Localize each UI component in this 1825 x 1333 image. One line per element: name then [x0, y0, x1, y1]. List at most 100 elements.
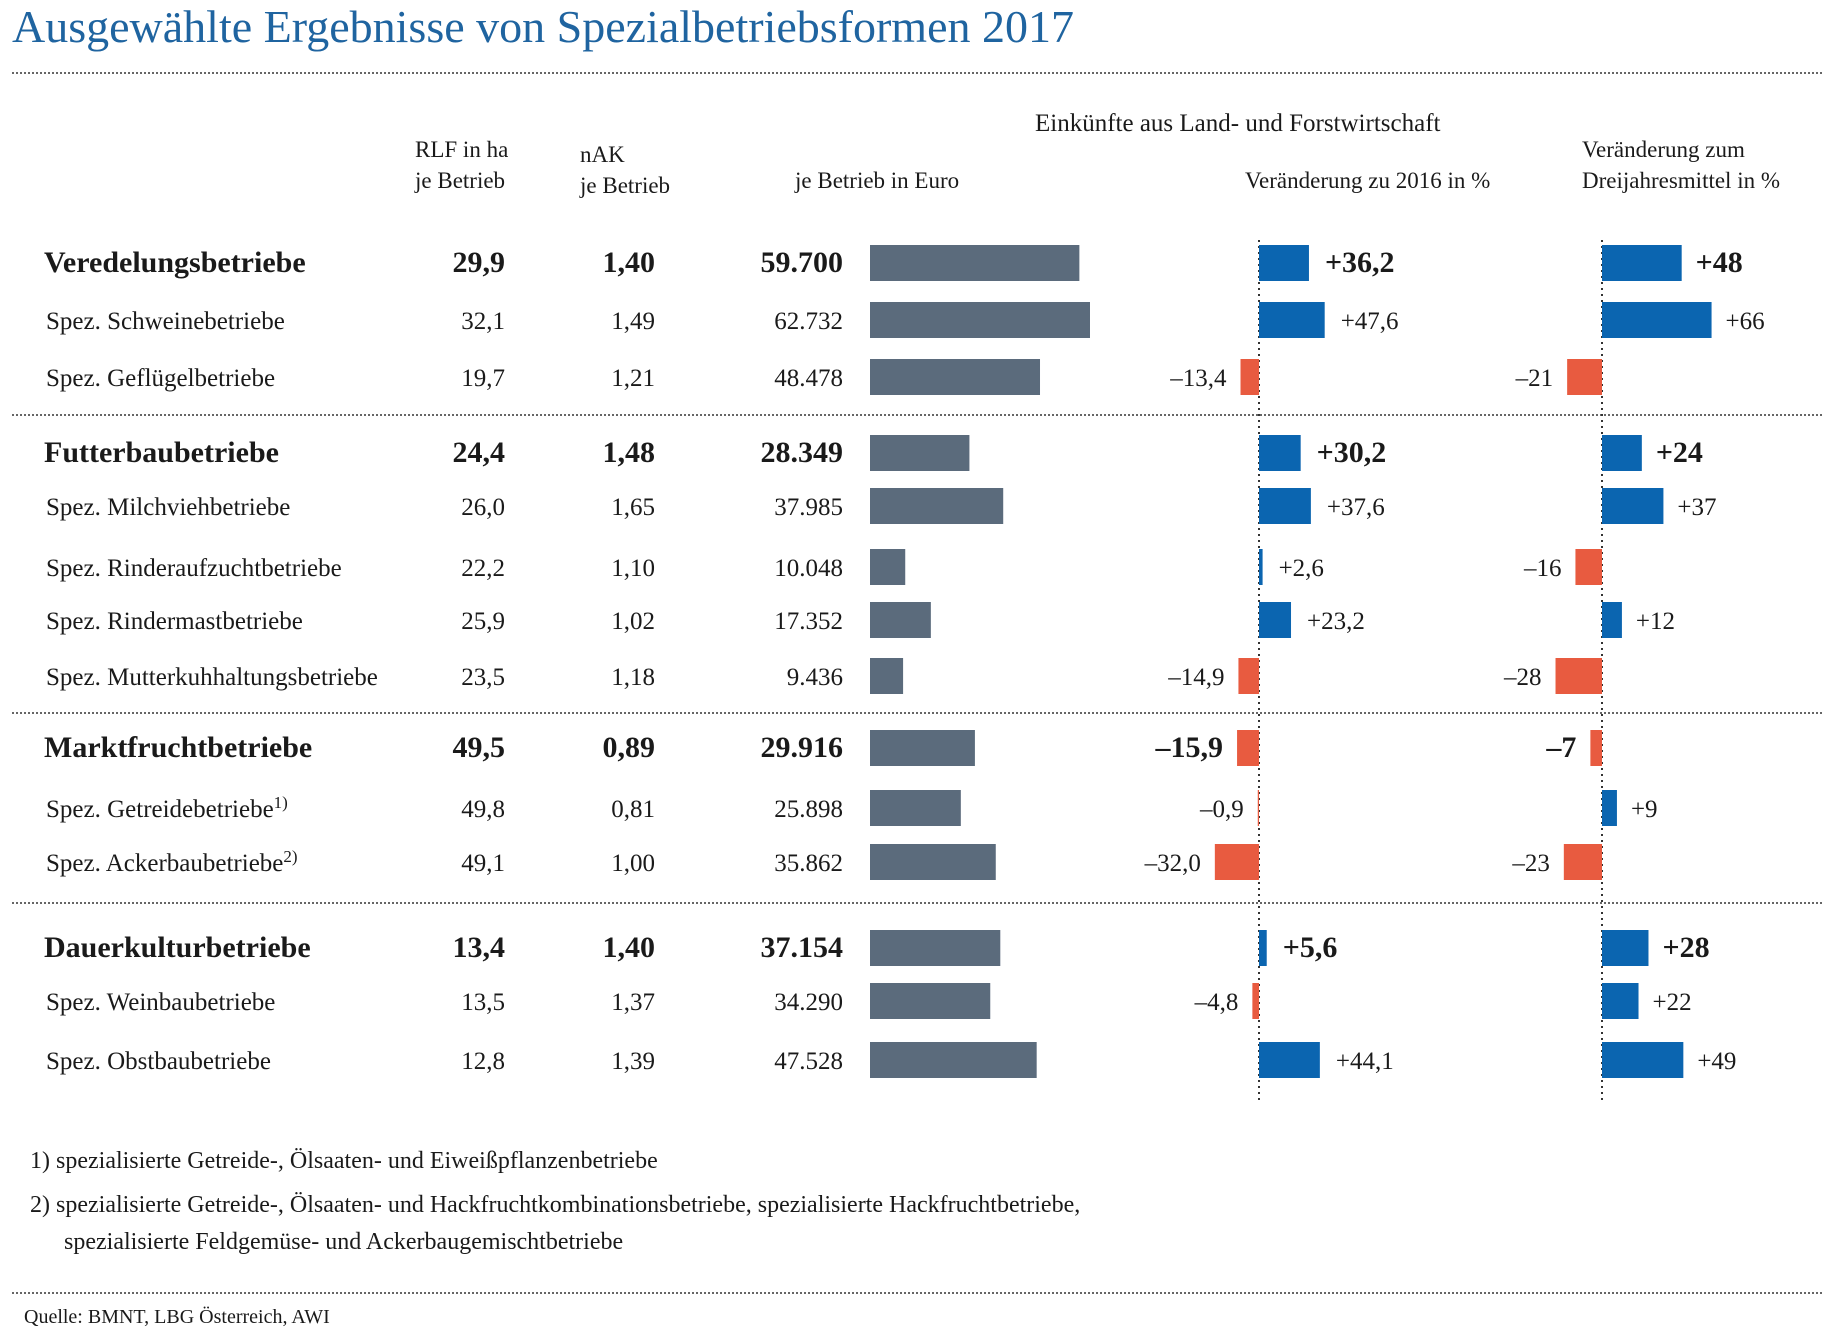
change-2016-bar	[1238, 658, 1259, 694]
change-2016-bar	[1252, 983, 1259, 1019]
header-euro: je Betrieb in Euro	[795, 168, 960, 193]
change-3y-bar	[1567, 359, 1602, 395]
footnote-ref: 1)	[274, 793, 288, 812]
nak-value: 1,40	[603, 246, 656, 279]
footnote-2: 2) spezialisierte Getreide-, Ölsaaten- u…	[30, 1192, 1080, 1219]
nak-value: 1,02	[611, 608, 655, 635]
change-3y-bar	[1575, 549, 1602, 585]
footnote-2-continued: spezialisierte Feldgemüse- und Ackerbaug…	[64, 1229, 624, 1255]
euro-value: 35.862	[774, 850, 843, 877]
nak-value: 1,48	[603, 436, 656, 469]
change-2016-bar	[1259, 435, 1301, 471]
change-2016-bar	[1259, 930, 1267, 966]
change-3y-bar	[1602, 488, 1664, 524]
income-bar	[870, 1042, 1037, 1078]
rlf-value: 49,1	[461, 850, 505, 877]
nak-value: 0,89	[603, 731, 656, 764]
row-label: Dauerkulturbetriebe	[44, 931, 311, 964]
change-3y-label: –21	[1515, 365, 1554, 392]
change-3y-label: +22	[1653, 989, 1692, 1016]
row-label: Spez. Rinderaufzuchtbetriebe	[46, 555, 342, 582]
change-2016-bar	[1259, 245, 1309, 281]
group-divider-2	[12, 712, 1822, 714]
change-2016-bar	[1237, 730, 1259, 766]
euro-value: 28.349	[761, 436, 844, 469]
change-2016-bar	[1259, 1042, 1320, 1078]
change-2016-label: +30,2	[1317, 436, 1387, 469]
header-nak-line2: je Betrieb	[580, 173, 671, 198]
table-rows: Veredelungsbetriebe 29,9 1,40 59.700 +36,2 +4…	[44, 245, 1765, 1078]
change-2016-bar	[1214, 844, 1259, 880]
row-label: Spez. Obstbaubetriebe	[46, 1048, 271, 1075]
header-rlf: RLF in ha je Betrieb	[415, 134, 508, 196]
rlf-value: 26,0	[461, 494, 505, 521]
row-label: Spez. Milchviehbetriebe	[46, 494, 290, 521]
row-label: Futterbaubetriebe	[44, 436, 279, 469]
change-2016-label: +5,6	[1283, 931, 1338, 964]
euro-value: 9.436	[787, 664, 843, 691]
income-bar	[870, 602, 931, 638]
nak-value: 1,21	[611, 365, 655, 392]
income-bar	[870, 790, 961, 826]
footnote-1-text: spezialisierte Getreide-, Ölsaaten- und …	[56, 1148, 658, 1174]
change-3y-label: –28	[1503, 664, 1542, 691]
rlf-value: 22,2	[461, 555, 505, 582]
change-2016-label: –14,9	[1167, 664, 1224, 691]
header-rlf-line1: RLF in ha	[415, 137, 509, 162]
rlf-value: 32,1	[461, 308, 505, 335]
footnote-1: 1) spezialisierte Getreide-, Ölsaaten- u…	[30, 1148, 658, 1175]
nak-value: 1,39	[611, 1048, 655, 1075]
change-3y-label: +28	[1662, 931, 1709, 964]
nak-value: 1,18	[611, 664, 655, 691]
change-3y-bar	[1602, 790, 1617, 826]
change-2016-label: –32,0	[1144, 850, 1201, 877]
change-2016-label: +47,6	[1341, 308, 1399, 335]
change-2016-bar	[1257, 790, 1259, 826]
footnote-1-mark: 1)	[30, 1148, 50, 1174]
footnote-ref: 2)	[283, 847, 297, 866]
header-change-3y-line2: Dreijahresmittel in %	[1582, 168, 1780, 193]
footnote-2-mark: 2)	[30, 1192, 50, 1218]
change-2016-bar	[1259, 602, 1292, 638]
change-3y-bar	[1590, 730, 1602, 766]
source-divider	[12, 1292, 1822, 1294]
euro-value: 37.154	[761, 931, 844, 964]
rlf-value: 24,4	[453, 436, 506, 469]
income-bar	[870, 302, 1090, 338]
income-bar	[870, 983, 991, 1019]
header-nak: nAK je Betrieb	[580, 139, 670, 201]
change-2016-bar	[1240, 359, 1259, 395]
row-label: Spez. Ackerbaubetriebe2)	[46, 847, 298, 877]
income-bar	[870, 930, 1001, 966]
income-bar	[870, 549, 906, 585]
change-2016-bar	[1259, 488, 1311, 524]
euro-value: 29.916	[761, 731, 844, 764]
income-bar	[870, 359, 1041, 395]
change-3y-label: +9	[1631, 796, 1658, 823]
rlf-value: 49,5	[453, 731, 506, 764]
nak-value: 0,81	[611, 796, 655, 823]
header-income-group: Einkünfte aus Land- und Forstwirtschaft	[1035, 110, 1441, 137]
income-bar	[870, 844, 996, 880]
nak-value: 1,49	[611, 308, 655, 335]
euro-value: 47.528	[774, 1048, 843, 1075]
nak-value: 1,37	[611, 989, 655, 1016]
nak-value: 1,00	[611, 850, 655, 877]
group-divider-1	[12, 414, 1822, 416]
income-bar	[870, 488, 1004, 524]
footnote-2-text-line1: spezialisierte Getreide-, Ölsaaten- und …	[56, 1192, 1081, 1218]
change-2016-bar	[1259, 549, 1263, 585]
row-label: Marktfruchtbetriebe	[44, 731, 312, 764]
rlf-value: 12,8	[461, 1048, 505, 1075]
change-2016-label: +44,1	[1336, 1048, 1394, 1075]
chart-title: Ausgewählte Ergebnisse von Spezialbetrie…	[12, 1, 1074, 52]
change-3y-label: –7	[1545, 731, 1576, 764]
rlf-value: 29,9	[453, 246, 506, 279]
header-nak-line1: nAK	[580, 142, 625, 167]
change-2016-label: –0,9	[1199, 796, 1244, 823]
change-3y-label: +12	[1636, 608, 1675, 635]
euro-value: 59.700	[761, 246, 844, 279]
change-3y-bar	[1602, 930, 1649, 966]
header-rlf-line2: je Betrieb	[415, 168, 506, 193]
euro-value: 34.290	[774, 989, 843, 1016]
